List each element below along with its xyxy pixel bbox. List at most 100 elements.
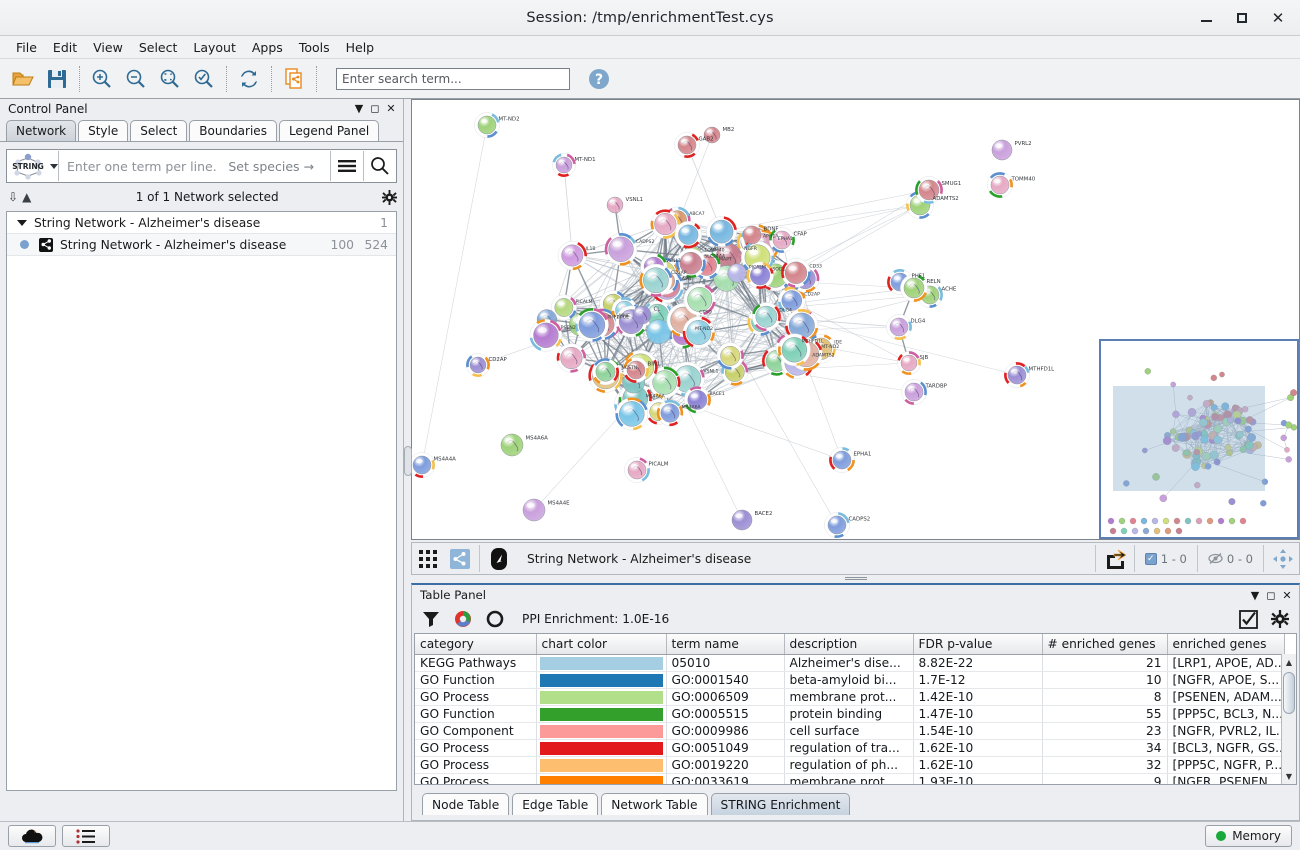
expand-all-icon[interactable]: ▲ xyxy=(22,190,32,204)
string-term-input[interactable]: Enter one term per line. xyxy=(67,158,217,174)
scroll-down-icon[interactable]: ▼ xyxy=(1285,771,1293,781)
network-node[interactable] xyxy=(731,509,753,531)
control-panel-dropdown-icon[interactable]: ▼ xyxy=(354,102,364,115)
network-canvas[interactable]: MT-ND2 VSNL1 CD2AP MS4A6A PICALM ABCA7 MME CR1 N… xyxy=(412,100,1299,539)
table-row[interactable]: GO Process GO:0006509 membrane prot... 1.42… xyxy=(415,688,1285,706)
tab-boundaries[interactable]: Boundaries xyxy=(189,120,277,141)
network-node[interactable] xyxy=(903,277,925,299)
menu-help[interactable]: Help xyxy=(345,39,375,55)
birds-eye-viewport[interactable] xyxy=(1113,386,1265,491)
network-node[interactable] xyxy=(742,225,762,245)
network-node[interactable] xyxy=(660,403,680,423)
scroll-up-icon[interactable]: ▲ xyxy=(1285,657,1293,667)
control-panel-close-icon[interactable]: ✕ xyxy=(386,102,396,115)
network-node[interactable] xyxy=(686,320,712,345)
network-node[interactable] xyxy=(677,135,697,155)
network-node[interactable] xyxy=(687,287,713,312)
menu-tools[interactable]: Tools xyxy=(298,39,330,55)
col-enriched-genes[interactable]: enriched genes xyxy=(1167,634,1285,655)
network-node[interactable] xyxy=(578,311,606,339)
string-species-caret-icon[interactable] xyxy=(50,163,58,169)
control-panel-float-icon[interactable]: ◻ xyxy=(370,102,380,115)
cloud-status-icon[interactable] xyxy=(8,825,56,847)
network-node[interactable] xyxy=(889,317,909,337)
zoom-in-icon[interactable] xyxy=(85,63,119,95)
network-node[interactable] xyxy=(827,515,847,535)
grid-layout-icon[interactable] xyxy=(412,543,444,574)
table-row[interactable]: GO Process GO:0033619 membrane prot... 1.93… xyxy=(415,773,1285,784)
set-species-link[interactable]: Set species → xyxy=(228,158,314,174)
network-node[interactable] xyxy=(627,460,647,480)
network-node[interactable] xyxy=(784,261,808,284)
network-share-icon[interactable] xyxy=(444,543,476,574)
network-node[interactable] xyxy=(533,322,559,348)
network-view[interactable]: MT-ND2 VSNL1 CD2AP MS4A6A PICALM ABCA7 MME CR1 N… xyxy=(411,99,1300,540)
annotation-icon[interactable] xyxy=(483,543,515,574)
scrollbar-thumb[interactable] xyxy=(1283,672,1295,714)
network-node[interactable] xyxy=(632,305,652,325)
col-chart-color[interactable]: chart color xyxy=(536,634,667,655)
network-node[interactable] xyxy=(900,354,918,372)
network-node[interactable] xyxy=(619,401,645,427)
menu-apps[interactable]: Apps xyxy=(251,39,283,55)
network-node[interactable] xyxy=(654,213,677,236)
close-button[interactable]: ✕ xyxy=(1271,8,1285,27)
search-input[interactable]: Enter search term... xyxy=(336,67,570,90)
col-category[interactable]: category xyxy=(415,634,537,655)
export-network-icon[interactable] xyxy=(277,63,311,95)
col-fdr-pvalue[interactable]: FDR p-value xyxy=(913,634,1043,655)
export-image-icon[interactable] xyxy=(1099,543,1131,574)
col-enriched-count[interactable]: # enriched genes xyxy=(1042,634,1168,655)
tab-network[interactable]: Network xyxy=(6,120,77,141)
selected-nodes-indicator[interactable]: ✓ 1 - 0 xyxy=(1138,552,1194,566)
save-session-icon[interactable] xyxy=(40,63,74,95)
network-node[interactable] xyxy=(832,450,852,470)
tab-network-table[interactable]: Network Table xyxy=(601,793,708,815)
select-all-icon[interactable] xyxy=(1237,608,1259,630)
col-description[interactable]: description xyxy=(784,634,914,655)
table-row[interactable]: KEGG Pathways 05010 Alzheimer's dise... 8.8… xyxy=(415,654,1285,672)
tab-style[interactable]: Style xyxy=(78,120,129,141)
network-node[interactable] xyxy=(561,244,584,267)
network-item-row[interactable]: String Network - Alzheimer's disease 100… xyxy=(7,234,396,256)
menu-layout[interactable]: Layout xyxy=(193,39,236,55)
network-node[interactable] xyxy=(678,224,699,245)
network-node[interactable] xyxy=(477,115,497,135)
fit-network-icon[interactable] xyxy=(153,63,187,95)
birds-eye-navigator[interactable] xyxy=(1099,339,1299,539)
network-node[interactable] xyxy=(904,382,924,402)
task-list-icon[interactable] xyxy=(62,825,110,847)
network-node[interactable] xyxy=(412,455,432,475)
table-panel-float-icon[interactable]: ◻ xyxy=(1266,588,1276,602)
table-row[interactable]: GO Function GO:0005515 protein binding 1.47… xyxy=(415,705,1285,723)
network-node[interactable] xyxy=(608,236,634,262)
tab-node-table[interactable]: Node Table xyxy=(422,793,510,815)
network-node[interactable] xyxy=(991,139,1013,161)
hamburger-menu-icon[interactable] xyxy=(331,150,363,182)
tab-select[interactable]: Select xyxy=(130,120,188,141)
tab-legend-panel[interactable]: Legend Panel xyxy=(278,120,380,141)
menu-view[interactable]: View xyxy=(93,39,123,55)
string-logo-icon[interactable]: STRING xyxy=(7,150,49,182)
tab-edge-table[interactable]: Edge Table xyxy=(512,793,599,815)
network-node[interactable] xyxy=(554,298,574,317)
refresh-icon[interactable] xyxy=(232,63,266,95)
table-panel-close-icon[interactable]: ✕ xyxy=(1282,588,1292,602)
table-row[interactable]: GO Component GO:0009986 cell surface 1.54E-… xyxy=(415,722,1285,740)
network-node[interactable] xyxy=(720,345,741,366)
panel-resize-handle[interactable] xyxy=(404,446,412,476)
zoom-out-icon[interactable] xyxy=(119,63,153,95)
network-node[interactable] xyxy=(1007,365,1027,385)
hidden-nodes-indicator[interactable]: 0 - 0 xyxy=(1201,552,1260,566)
table-row[interactable]: GO Process GO:0051049 regulation of tra...… xyxy=(415,739,1285,757)
menu-file[interactable]: File xyxy=(16,39,37,55)
horizontal-splitter[interactable] xyxy=(411,575,1300,583)
network-node[interactable] xyxy=(755,305,778,328)
network-node[interactable] xyxy=(990,175,1010,195)
menu-select[interactable]: Select xyxy=(138,39,178,55)
fit-selected-icon[interactable] xyxy=(187,63,221,95)
menu-edit[interactable]: Edit xyxy=(52,39,78,55)
minimize-button[interactable] xyxy=(1188,3,1224,33)
network-nodes[interactable] xyxy=(412,112,1030,538)
network-node[interactable] xyxy=(643,267,669,294)
